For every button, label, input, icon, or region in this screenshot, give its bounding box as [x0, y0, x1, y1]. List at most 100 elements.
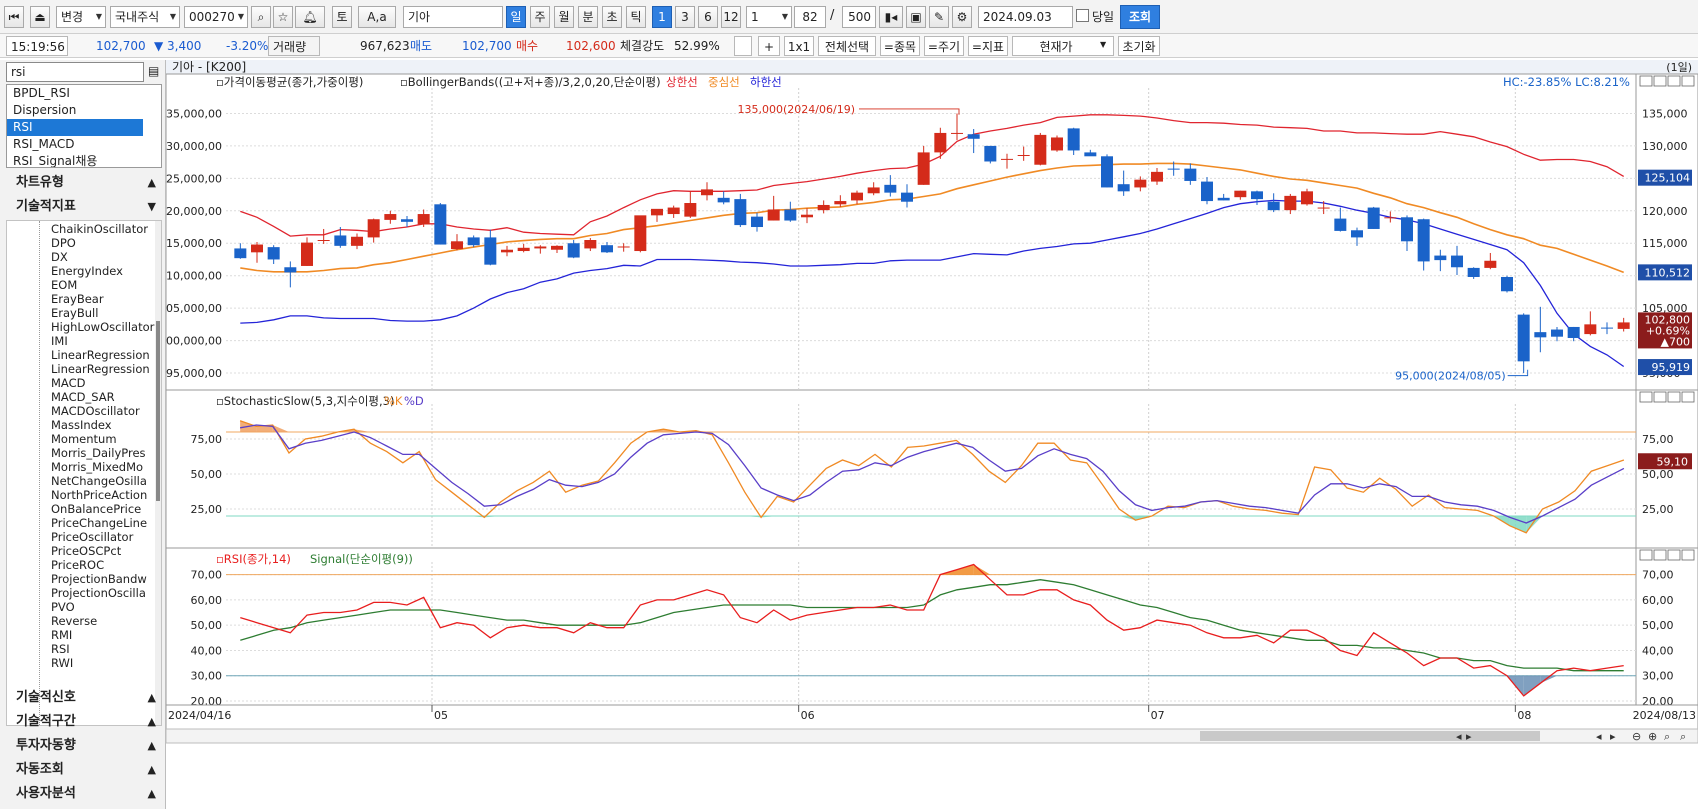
indicator-tree-item[interactable]: EOM: [51, 278, 78, 292]
section-4[interactable]: 사용자분석 ▲: [6, 783, 162, 805]
chart-nav-icon[interactable]: ⌕: [1680, 730, 1686, 743]
search-result-item[interactable]: Dispersion: [13, 103, 77, 117]
chart-area[interactable]: 기아 - [K200] (1일) 135,000,00 130,000,00 125,0…: [166, 60, 1698, 809]
to-button[interactable]: 토: [332, 6, 352, 28]
chart-nav-icon[interactable]: ◂: [1596, 730, 1602, 743]
period-button-4[interactable]: 초: [602, 6, 622, 28]
interval-button-6[interactable]: 6: [698, 6, 718, 28]
query-button[interactable]: 조회: [1120, 5, 1160, 29]
list-icon[interactable]: ▤: [148, 64, 160, 78]
select-all-button[interactable]: 전체선택: [818, 36, 876, 56]
pane-control-icon[interactable]: [1667, 75, 1681, 87]
indicator-tree-item[interactable]: PriceROC: [51, 558, 105, 572]
pane-control-icon[interactable]: [1653, 391, 1667, 403]
indicator-tree-item[interactable]: PriceChangeLine: [51, 516, 148, 530]
period-button-5[interactable]: 틱: [626, 6, 646, 28]
bell-icon[interactable]: 🔔︎: [295, 6, 325, 28]
indicator-tree-item[interactable]: Morris_MixedMo: [51, 460, 144, 474]
market-select[interactable]: 국내주식: [110, 6, 180, 28]
gear-icon[interactable]: ⚙: [952, 6, 972, 28]
pane-control-icon[interactable]: [1681, 549, 1695, 561]
chart-nav-icon[interactable]: ▸: [1466, 730, 1472, 743]
search-result-item[interactable]: RSI_Signal채용: [13, 154, 98, 168]
search-result-item[interactable]: RSI: [7, 119, 143, 136]
indicator-tree-item[interactable]: NorthPriceAction: [51, 488, 148, 502]
first-icon[interactable]: ⏮: [4, 6, 24, 28]
period-button-3[interactable]: 분: [578, 6, 598, 28]
chart-nav-icon[interactable]: ⊕: [1648, 730, 1657, 743]
indicator-tree-item[interactable]: DPO: [51, 236, 76, 250]
chart-scroll-thumb[interactable]: [1200, 731, 1540, 741]
indicator-tree-item[interactable]: RWI: [51, 656, 74, 670]
indicator-tree-item[interactable]: LinearRegression: [51, 362, 150, 376]
section-tech-indicator[interactable]: 기술적지표 ▼: [6, 196, 162, 218]
tree-scroll-thumb[interactable]: [156, 321, 160, 501]
indicator-tree-item[interactable]: DX: [51, 250, 68, 264]
indicator-tree-item[interactable]: ErayBear: [51, 292, 104, 306]
pane-control-icon[interactable]: [1653, 549, 1667, 561]
indicator-tree-item[interactable]: RMI: [51, 628, 73, 642]
sync-indicator-button[interactable]: =지표: [968, 36, 1008, 56]
section-chart-type[interactable]: 차트유형 ▲: [6, 172, 162, 194]
indicator-tree-item[interactable]: LinearRegression: [51, 348, 150, 362]
indicator-tree-item[interactable]: Momentum: [51, 432, 117, 446]
period-button-1[interactable]: 주: [530, 6, 550, 28]
period-button-0[interactable]: 일: [506, 6, 526, 28]
indicator-tree-item[interactable]: PVO: [51, 600, 75, 614]
chart-type-icon[interactable]: ▮◂: [879, 6, 903, 28]
indicator-tree-item[interactable]: PriceOscillator: [51, 530, 134, 544]
font-button[interactable]: A,a: [358, 6, 396, 28]
indicator-tree-item[interactable]: EnergyIndex: [51, 264, 123, 278]
count-select[interactable]: 1: [746, 6, 792, 28]
reset-button[interactable]: 초기화: [1118, 36, 1160, 56]
indicator-tree-item[interactable]: HighLowOscillator: [51, 320, 155, 334]
layout-icon[interactable]: [734, 36, 752, 56]
indicator-tree-item[interactable]: OnBalancePrice: [51, 502, 142, 516]
section-2[interactable]: 투자자동향 ▲: [6, 735, 162, 757]
chart-nav-icon[interactable]: ⌕: [1664, 730, 1670, 743]
count-field[interactable]: 82: [794, 6, 826, 28]
sync-period-button[interactable]: =주기: [924, 36, 964, 56]
save-icon[interactable]: ▣: [906, 6, 926, 28]
indicator-tree-item[interactable]: MassIndex: [51, 418, 112, 432]
code-input[interactable]: 000270: [184, 6, 248, 28]
pane-control-icon[interactable]: [1681, 75, 1695, 87]
interval-button-12[interactable]: 12: [721, 6, 741, 28]
indicator-tree-item[interactable]: ErayBull: [51, 306, 99, 320]
same-day-checkbox[interactable]: [1076, 9, 1089, 22]
indicator-tree-item[interactable]: Reverse: [51, 614, 98, 628]
indicator-tree-item[interactable]: PriceOSCPct: [51, 544, 122, 558]
indicator-tree-item[interactable]: RSI: [51, 642, 70, 656]
interval-button-3[interactable]: 3: [675, 6, 695, 28]
pane-control-icon[interactable]: [1639, 549, 1653, 561]
search-result-item[interactable]: BPDL_RSI: [13, 86, 70, 100]
section-3[interactable]: 자동조회 ▲: [6, 759, 162, 781]
layout-1x1-button[interactable]: 1x1: [784, 36, 814, 56]
view-select[interactable]: 변경: [56, 6, 106, 28]
date-field[interactable]: 2024.09.03: [978, 6, 1073, 28]
chart-nav-icon[interactable]: ◂: [1456, 730, 1462, 743]
indicator-tree-item[interactable]: ProjectionOscilla: [51, 586, 146, 600]
search-result-item[interactable]: RSI_MACD: [13, 137, 75, 151]
section-1[interactable]: 기술적구간 ▲: [6, 711, 162, 733]
pane-control-icon[interactable]: [1667, 391, 1681, 403]
indicator-tree-item[interactable]: Morris_DailyPres: [51, 446, 146, 460]
pen-icon[interactable]: ✎: [929, 6, 949, 28]
indicator-tree-item[interactable]: ProjectionBandw: [51, 572, 147, 586]
chart-nav-icon[interactable]: ⊖: [1632, 730, 1641, 743]
indicator-tree-item[interactable]: MACD_SAR: [51, 390, 115, 404]
pane-control-icon[interactable]: [1653, 75, 1667, 87]
indicator-tree-item[interactable]: NetChangeOsilla: [51, 474, 147, 488]
star-icon[interactable]: ☆: [273, 6, 293, 28]
price-type-select[interactable]: 현재가: [1012, 36, 1114, 56]
indicator-search-input[interactable]: rsi: [6, 62, 144, 82]
chart-nav-icon[interactable]: ▸: [1610, 730, 1616, 743]
tree-scrollbar[interactable]: [155, 221, 161, 725]
interval-button-1[interactable]: 1: [652, 6, 672, 28]
pane-control-icon[interactable]: [1639, 75, 1653, 87]
search-icon[interactable]: ⌕: [251, 6, 271, 28]
eject-icon[interactable]: ⏏: [30, 6, 50, 28]
stock-name-field[interactable]: 기아: [403, 6, 503, 28]
indicator-tree-item[interactable]: MACDOscillator: [51, 404, 140, 418]
pane-control-icon[interactable]: [1681, 391, 1695, 403]
